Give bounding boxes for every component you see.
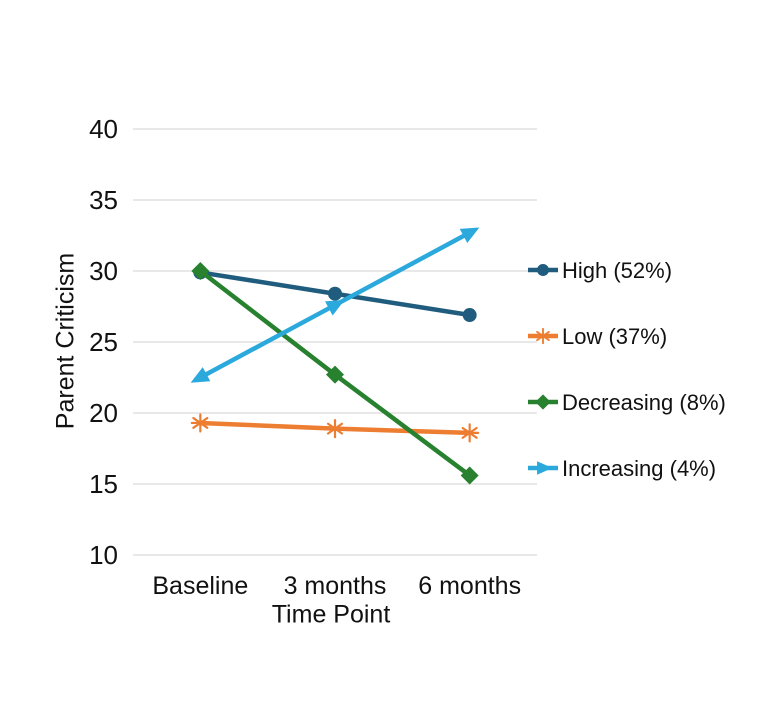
- diamond-marker-icon: [191, 262, 210, 280]
- series-marker-decreasing: [191, 262, 210, 280]
- circle-marker-icon: [328, 286, 342, 301]
- series-marker-high: [328, 286, 342, 301]
- legend-item-low: Low (37%): [528, 324, 667, 349]
- legend-marker-high: [537, 264, 549, 276]
- y-axis-tick-label: 10: [89, 540, 118, 570]
- legend-item-increasing: Increasing (4%): [528, 456, 716, 481]
- series-marker-low: [325, 419, 345, 439]
- circle-marker-icon: [462, 308, 477, 323]
- series-marker-increasing: [325, 299, 345, 316]
- x-axis-tick-label: Baseline: [152, 572, 248, 600]
- legend-item-decreasing: Decreasing (8%): [528, 390, 726, 415]
- y-axis-tick-label: 15: [89, 469, 118, 499]
- series-marker-increasing: [190, 367, 211, 383]
- triangle-marker-icon: [325, 299, 345, 316]
- diamond-marker-icon: [535, 394, 551, 410]
- legend-label: Low (37%): [562, 324, 667, 349]
- triangle-marker-icon: [537, 461, 553, 475]
- legend-item-high: High (52%): [528, 258, 672, 283]
- triangle-marker-icon: [190, 367, 211, 383]
- y-axis-tick-label: 30: [89, 256, 118, 286]
- x-axis-tick-label: 3 months: [284, 572, 387, 600]
- series-marker-low: [460, 423, 480, 443]
- y-axis-tick-label: 20: [89, 398, 118, 428]
- legend-label: Decreasing (8%): [562, 390, 726, 415]
- series-marker-decreasing: [326, 365, 344, 384]
- triangle-marker-icon: [459, 227, 480, 244]
- legend-marker-increasing: [537, 461, 553, 475]
- circle-marker-icon: [537, 264, 549, 276]
- x-axis-tick-label: 6 months: [418, 572, 521, 600]
- series-marker-increasing: [459, 227, 480, 244]
- legend-label: High (52%): [562, 258, 672, 283]
- series-marker-decreasing: [460, 466, 479, 485]
- diamond-marker-icon: [326, 365, 344, 384]
- legend-label: Increasing (4%): [562, 456, 716, 481]
- y-axis-title: Parent Criticism: [51, 252, 80, 430]
- y-axis-tick-label: 40: [89, 114, 118, 144]
- legend-marker-low: [534, 327, 552, 345]
- series-marker-high: [462, 308, 477, 323]
- y-axis-tick-label: 25: [89, 327, 118, 357]
- series-marker-low: [190, 413, 210, 433]
- diamond-marker-icon: [460, 466, 479, 485]
- legend-marker-decreasing: [535, 394, 551, 410]
- y-axis-tick-label: 35: [89, 185, 118, 215]
- x-axis-title: Time Point: [271, 600, 391, 629]
